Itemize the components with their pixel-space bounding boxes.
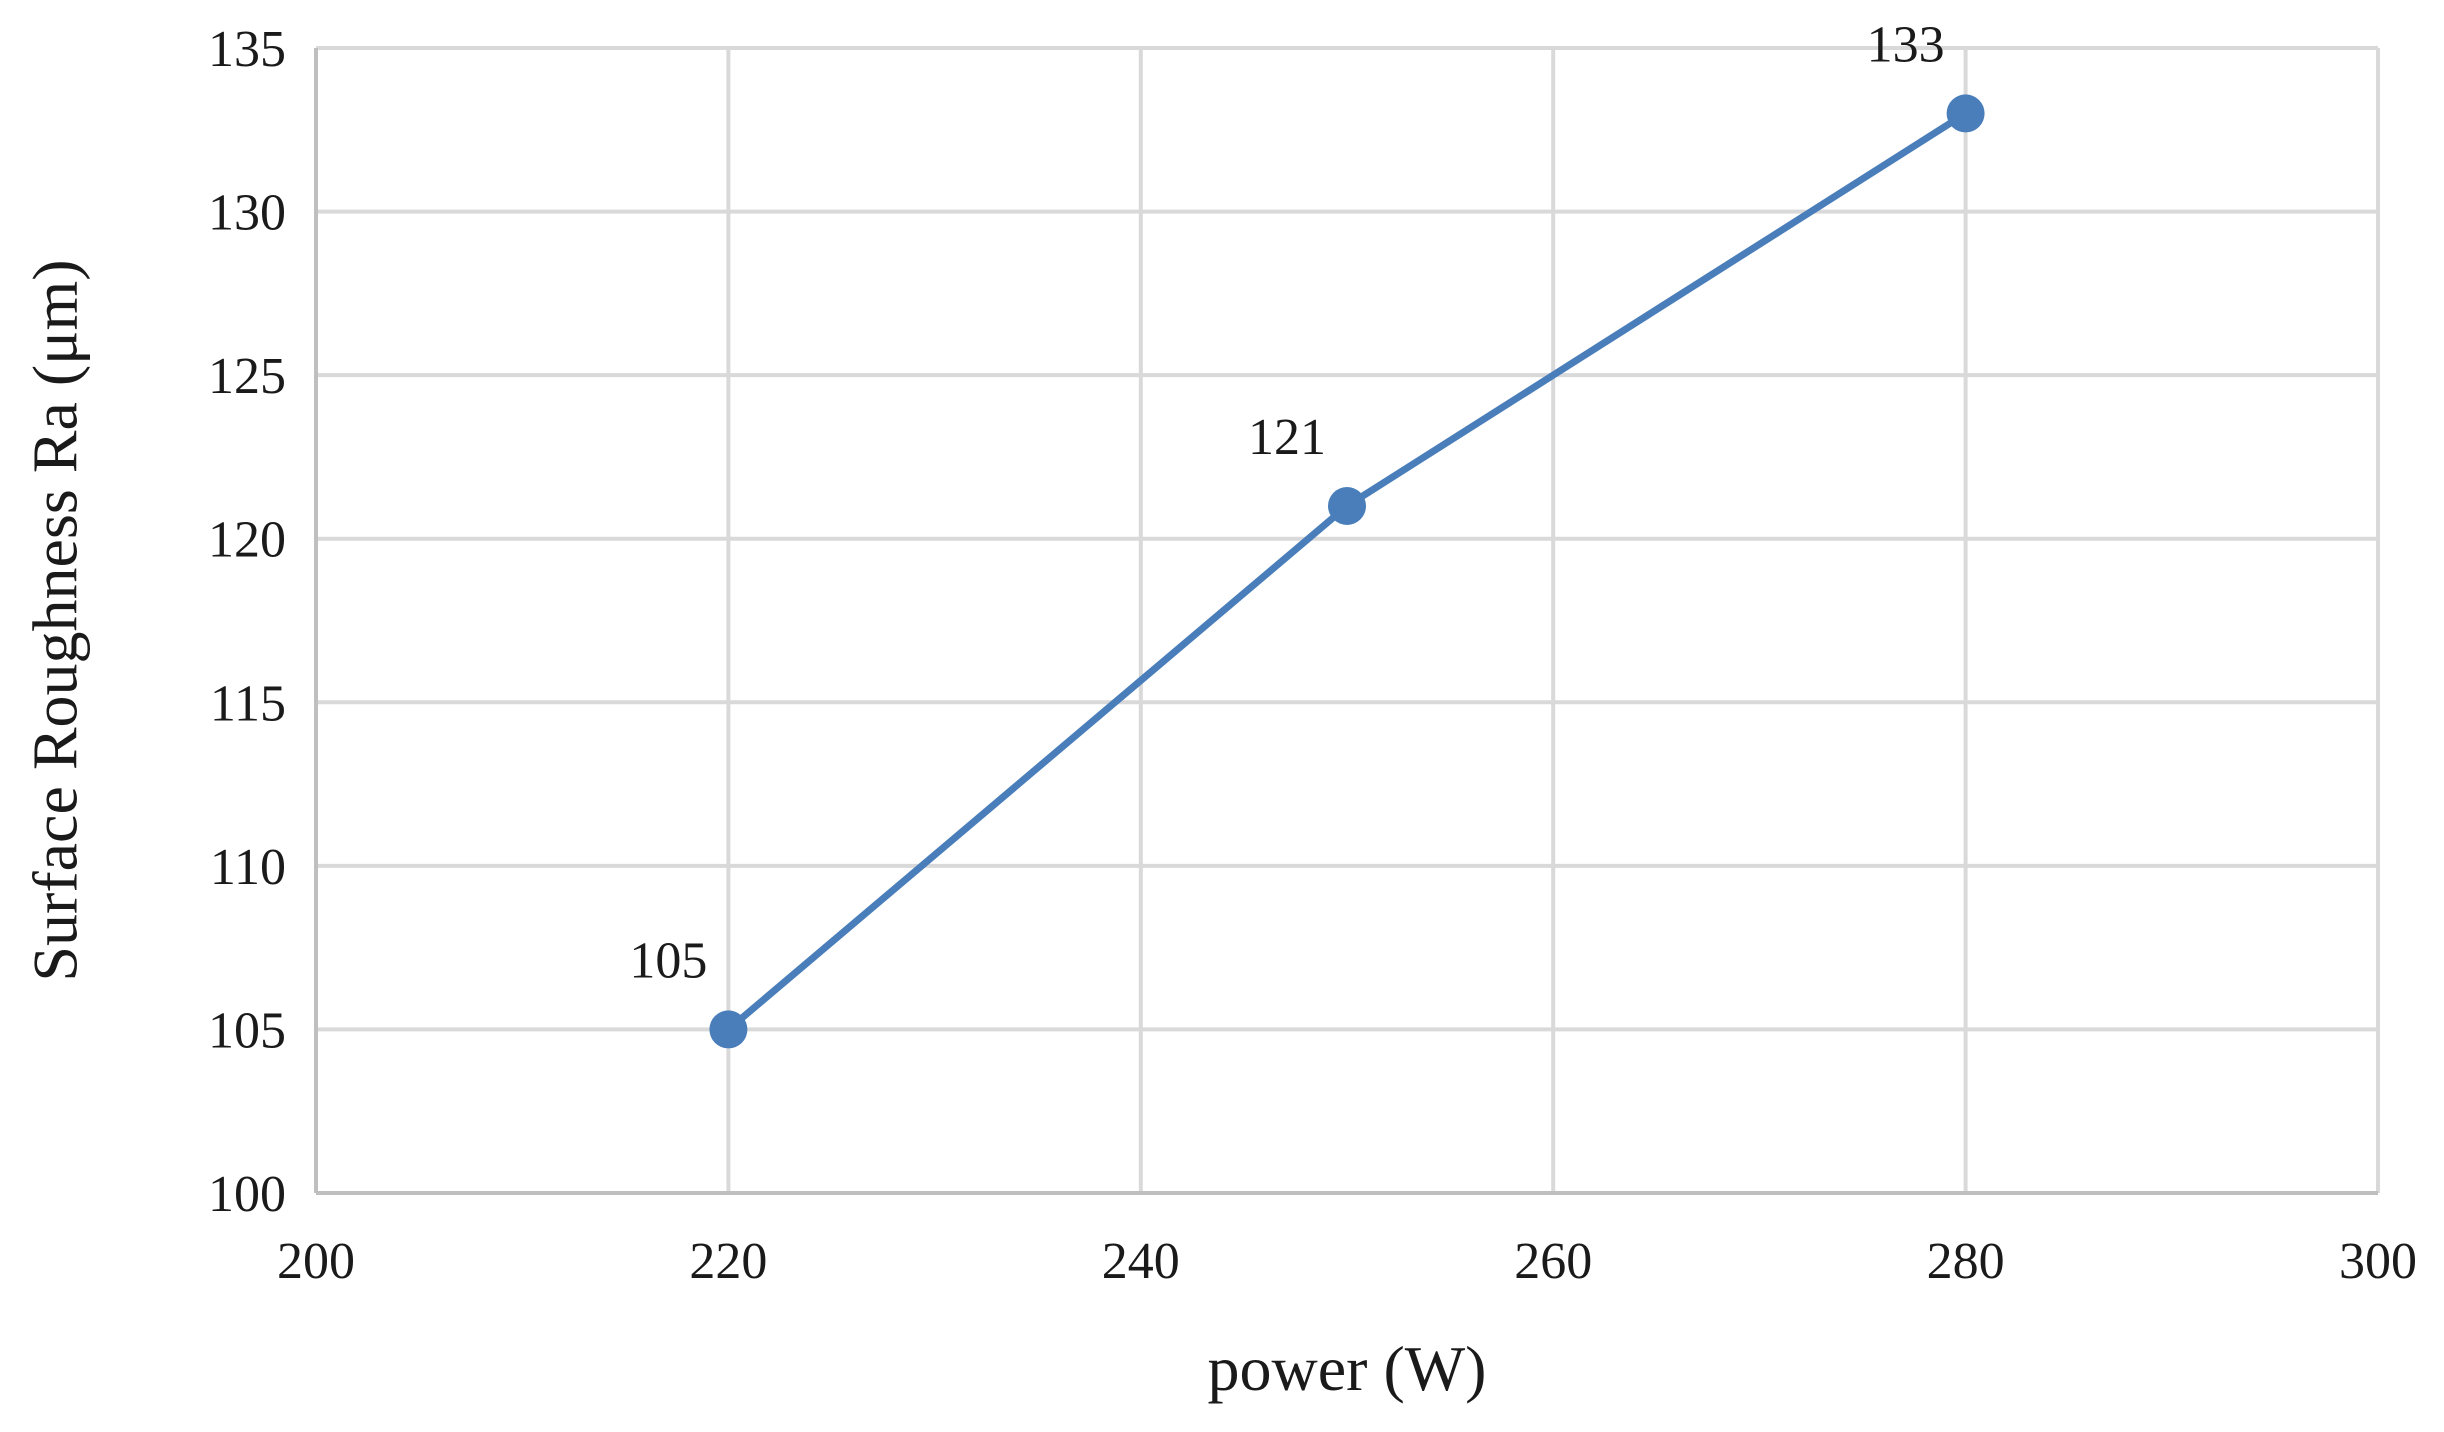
series [709, 94, 1985, 1049]
data-point [709, 1010, 748, 1049]
y-tick-label: 105 [208, 1002, 286, 1059]
x-tick-label: 200 [277, 1233, 355, 1290]
data-labels: 105 121 133 [629, 16, 1944, 989]
x-tick-label: 260 [1514, 1233, 1592, 1290]
data-point [1328, 487, 1366, 525]
x-tick-label: 300 [2339, 1233, 2417, 1290]
data-label: 121 [1248, 409, 1326, 466]
data-label: 105 [629, 932, 707, 989]
x-axis-title: power (W) [1208, 1333, 1487, 1404]
x-tick-labels: 200 220 240 260 280 300 [277, 1233, 2417, 1290]
y-tick-label: 125 [208, 348, 286, 405]
y-tick-label: 115 [210, 675, 286, 732]
series-line [724, 109, 1970, 1033]
data-point [1946, 94, 1985, 133]
axes [314, 48, 2378, 1195]
y-tick-label: 120 [208, 512, 286, 569]
y-tick-label: 135 [208, 21, 286, 78]
y-tick-label: 110 [210, 839, 286, 896]
x-tick-label: 280 [1927, 1233, 2005, 1290]
y-axis-title: Surface Roughness Ra (μm) [20, 259, 91, 981]
y-tick-label: 100 [208, 1166, 286, 1223]
y-tick-label: 130 [208, 185, 286, 242]
grid [316, 46, 2380, 1193]
x-tick-label: 220 [689, 1233, 767, 1290]
y-tick-labels: 100 105 110 115 120 125 130 135 [208, 21, 286, 1223]
data-label: 133 [1867, 16, 1945, 73]
x-tick-label: 240 [1102, 1233, 1180, 1290]
